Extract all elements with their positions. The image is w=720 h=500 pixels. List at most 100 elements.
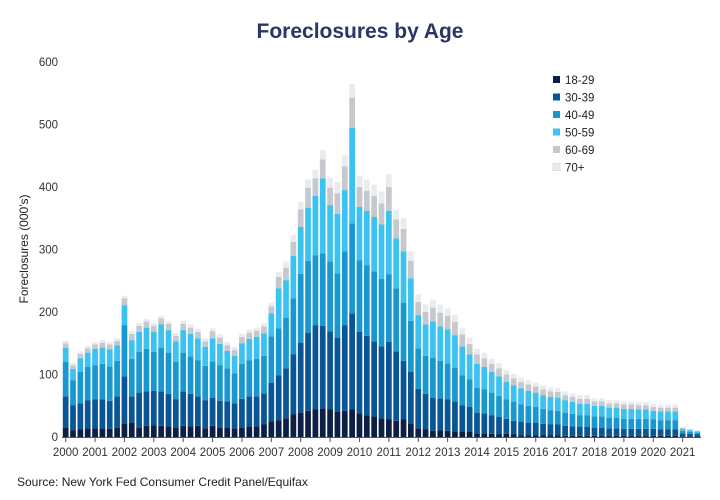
bar-segment-30-39 <box>70 405 76 431</box>
bar-segment-40-49 <box>378 278 385 347</box>
bar-segment-70+ <box>643 402 649 406</box>
bar-segment-50-59 <box>393 238 400 289</box>
bar-segment-18-29 <box>275 420 282 438</box>
bar-segment-70+ <box>99 340 106 343</box>
bar-segment-18-29 <box>466 432 473 437</box>
bar-segment-70+ <box>444 308 451 316</box>
bar-segment-30-39 <box>430 397 436 431</box>
bar-segment-60-69 <box>70 365 76 369</box>
bar-segment-30-39 <box>158 391 165 426</box>
bar-segment-70+ <box>239 333 245 338</box>
bar-segment-70+ <box>224 342 231 346</box>
bar-segment-18-29 <box>297 412 304 438</box>
bar-segment-18-29 <box>84 428 91 437</box>
bar-segment-30-39 <box>643 428 649 436</box>
bar-segment-60-69 <box>687 429 693 431</box>
bar-segment-50-59 <box>195 338 201 361</box>
bar-segment-60-69 <box>569 397 576 402</box>
bar-segment-30-39 <box>679 433 686 437</box>
bar-segment-70+ <box>422 304 429 312</box>
bar-segment-40-49 <box>150 352 157 391</box>
bar-segment-60-69 <box>165 323 172 331</box>
x-tick-label: 2020 <box>640 447 666 459</box>
bar-segment-50-59 <box>643 409 649 419</box>
bar-segment-60-69 <box>665 407 671 412</box>
bar-segment-18-29 <box>481 433 488 437</box>
bar-segment-50-59 <box>297 227 304 274</box>
bar-segment-70+ <box>503 370 510 375</box>
bar-segment-18-29 <box>180 425 187 437</box>
bar-segment-50-59 <box>621 408 627 419</box>
bar-segment-50-59 <box>540 395 546 409</box>
bar-segment-60-69 <box>106 344 113 350</box>
bar-segment-40-49 <box>635 418 642 429</box>
bar-segment-30-39 <box>415 388 422 429</box>
bar-segment-40-49 <box>657 420 664 430</box>
x-tick-label: 2009 <box>317 447 343 459</box>
bar-segment-60-69 <box>77 353 84 359</box>
bar-segment-50-59 <box>635 409 642 419</box>
x-tick-label: 2016 <box>523 447 549 459</box>
bar-segment-30-39 <box>613 428 620 436</box>
bar-segment-50-59 <box>679 428 686 431</box>
bars <box>62 83 701 438</box>
bar-segment-40-49 <box>268 336 275 383</box>
legend-label: 40-49 <box>565 110 594 122</box>
bar-segment-30-39 <box>474 412 480 434</box>
bar-segment-40-49 <box>305 260 311 333</box>
bar-segment-40-49 <box>393 288 400 352</box>
bar-segment-50-59 <box>444 329 451 364</box>
bar-segment-30-39 <box>621 428 627 436</box>
bar-segment-18-29 <box>400 419 407 437</box>
bar-segment-18-29 <box>532 435 539 438</box>
x-tick-label: 2015 <box>494 447 520 459</box>
bar-segment-70+ <box>334 182 341 194</box>
bar-segment-60-69 <box>422 312 429 325</box>
bar-segment-30-39 <box>334 337 341 413</box>
bar-segment-40-49 <box>106 366 113 401</box>
bar-segment-60-69 <box>518 382 524 389</box>
bar-segment-50-59 <box>672 411 679 421</box>
bar-segment-18-29 <box>687 436 693 438</box>
bar-segment-50-59 <box>150 332 157 352</box>
bar-segment-18-29 <box>510 434 517 437</box>
bar-segment-50-59 <box>217 343 223 366</box>
bar-segment-30-39 <box>290 354 297 415</box>
bar-segment-50-59 <box>584 403 591 416</box>
bar-segment-40-49 <box>261 355 267 394</box>
legend-swatch <box>553 111 560 118</box>
bar-segment-40-49 <box>628 418 635 429</box>
bar-segment-40-49 <box>99 363 106 400</box>
bar-segment-60-69 <box>114 340 120 346</box>
bar-segment-70+ <box>209 328 216 332</box>
bar-segment-30-39 <box>525 422 532 436</box>
bar-segment-50-59 <box>466 354 473 380</box>
bar-segment-70+ <box>187 324 194 328</box>
bar-segment-40-49 <box>598 416 605 428</box>
bar-segment-70+ <box>547 387 554 392</box>
bar-segment-18-29 <box>114 427 120 438</box>
bar-segment-40-49 <box>275 328 282 376</box>
bar-segment-60-69 <box>452 322 458 336</box>
bar-segment-18-29 <box>554 435 561 438</box>
bar-segment-40-49 <box>283 317 289 369</box>
bar-segment-30-39 <box>510 420 517 435</box>
bar-segment-60-69 <box>628 404 635 409</box>
bar-segment-40-49 <box>606 417 613 429</box>
bar-segment-50-59 <box>312 195 319 256</box>
bar-segment-30-39 <box>547 424 554 436</box>
bar-segment-30-39 <box>92 399 98 429</box>
bar-segment-60-69 <box>143 321 150 328</box>
bar-segment-40-49 <box>253 358 260 397</box>
bar-segment-30-39 <box>650 428 657 436</box>
bar-segment-50-59 <box>106 349 113 367</box>
bar-segment-50-59 <box>576 403 583 416</box>
bar-segment-50-59 <box>253 337 260 359</box>
x-tick-label: 2021 <box>670 447 696 459</box>
bar-segment-50-59 <box>452 335 458 368</box>
bar-segment-18-29 <box>665 435 671 437</box>
bar-segment-40-49 <box>209 361 216 398</box>
bar-segment-60-69 <box>224 345 231 351</box>
bar-segment-40-49 <box>202 365 209 401</box>
bar-segment-60-69 <box>128 333 135 341</box>
